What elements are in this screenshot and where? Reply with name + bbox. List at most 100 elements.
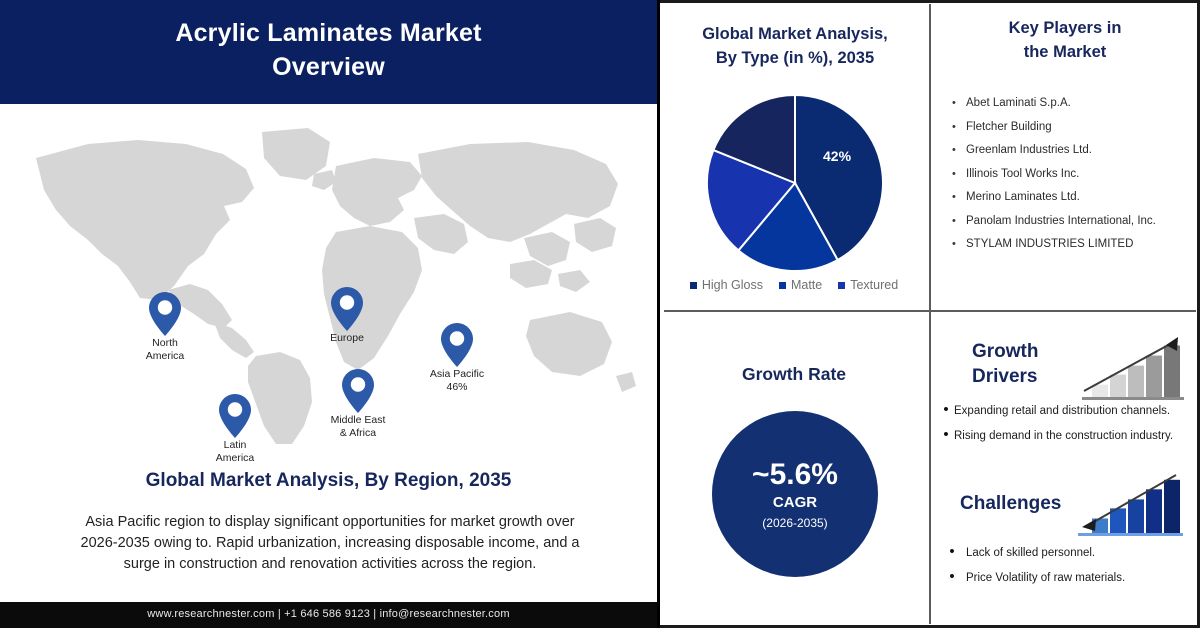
map-pin-latin-america[interactable]: Latin America	[216, 393, 254, 464]
bullet-icon: •	[949, 568, 955, 585]
bullet-icon: •	[949, 543, 955, 560]
legend-label: Textured	[850, 278, 899, 292]
page-title: Acrylic Laminates Market Overview	[0, 16, 657, 84]
growth-rate-period: (2026-2035)	[762, 516, 828, 530]
map-pin-middle-east-africa[interactable]: Middle East & Africa	[331, 368, 385, 439]
key-player-label: STYLAM INDUSTRIES LIMITED	[966, 238, 1134, 250]
legend-label: Matte	[790, 278, 823, 292]
map-pin-label: Latin America	[216, 439, 255, 464]
chart-bar	[1092, 384, 1108, 397]
footer-contact-text: www.researchnester.com | +1 646 586 9123…	[147, 608, 510, 620]
location-pin-icon	[331, 287, 363, 331]
pie-chart	[706, 93, 884, 272]
panel-border-right	[1197, 0, 1200, 628]
key-players-title-line1: Key Players in	[1008, 19, 1122, 37]
chart-bar	[1164, 479, 1180, 533]
legend-item-matte[interactable]: Matte	[778, 278, 823, 292]
bullet-icon: •	[952, 214, 956, 227]
bullet-icon: •	[952, 238, 956, 250]
key-player-item: • Abet Laminati S.p.A.	[952, 96, 1200, 111]
growth-drivers-bar-chart-icon	[1082, 337, 1184, 400]
pie-slice[interactable]	[737, 181, 840, 272]
growth-rate-value: ~5.6%	[752, 458, 838, 491]
chart-bar	[1164, 345, 1180, 397]
challenge-item: • Price Volatility of raw materials.	[938, 568, 1196, 589]
map-pin-label: Middle East & Africa	[331, 414, 386, 439]
key-player-item: • STYLAM INDUSTRIES LIMITED	[952, 237, 1200, 252]
page-title-line1: Acrylic Laminates Market	[175, 19, 482, 47]
bullet-icon: •	[952, 144, 956, 156]
bullet-icon: •	[943, 426, 949, 443]
key-player-label: Illinois Tool Works Inc.	[966, 167, 1080, 180]
key-player-item: • Merino Laminates Ltd.	[952, 190, 1200, 205]
chart-bar	[1092, 518, 1108, 533]
key-player-label: Abet Laminati S.p.A.	[966, 97, 1071, 109]
growth-drivers-title-line2: Drivers	[972, 366, 1038, 387]
chart-bar	[1146, 355, 1162, 397]
growth-driver-item: • Expanding retail and distribution chann…	[938, 401, 1194, 422]
key-player-label: Merino Laminates Ltd.	[966, 191, 1080, 203]
challenges-list: • Lack of skilled personnel. • Price Volati…	[938, 543, 1196, 593]
challenge-item: • Lack of skilled personnel.	[938, 543, 1196, 564]
key-players-title: Key Players in the Market	[940, 16, 1190, 64]
map-pin-asia-pacific[interactable]: Asia Pacific 46%	[430, 322, 484, 393]
map-pin-north-america[interactable]: North America	[146, 291, 184, 362]
legend-item-high-gloss[interactable]: High Gloss	[689, 278, 763, 292]
location-pin-icon	[219, 394, 251, 438]
chart-bar	[1110, 374, 1126, 397]
bullet-icon: •	[952, 97, 956, 109]
bullet-icon: •	[952, 120, 956, 133]
page-title-line2: Overview	[272, 53, 385, 81]
header-bar: Acrylic Laminates Market Overview	[0, 0, 657, 104]
bullet-icon: •	[952, 191, 956, 203]
pin-label-line1: Asia Pacific	[429, 368, 485, 380]
legend-swatch-icon	[838, 281, 846, 289]
location-pin-icon	[441, 323, 473, 367]
legend-item-textured[interactable]: Textured	[838, 278, 898, 292]
key-player-item: • Fletcher Building	[952, 120, 1200, 135]
pin-label-line1: Middle East	[330, 414, 386, 426]
bullet-icon: •	[943, 401, 949, 418]
key-player-label: Panolam Industries International, Inc.	[966, 214, 1156, 227]
pie-slice[interactable]	[712, 93, 796, 185]
pin-label-line2: 46%	[446, 380, 468, 393]
map-pin-europe[interactable]: Europe	[330, 286, 364, 344]
chart-bar	[1146, 489, 1162, 533]
growth-rate-title: Growth Rate	[741, 364, 847, 384]
location-pin-icon	[149, 292, 181, 336]
map-pin-label: North America	[146, 337, 185, 362]
panel-border-top	[660, 0, 1200, 3]
key-player-label: Fletcher Building	[966, 120, 1052, 133]
growth-driver-item: • Rising demand in the construction indus…	[938, 426, 1194, 447]
pie-slice[interactable]	[794, 93, 884, 262]
growth-rate-panel: Growth Rate ~5.6% CAGR (2026-2035)	[660, 311, 930, 628]
location-pin-icon	[342, 369, 374, 413]
pie-slice-label-high-gloss: 42%	[823, 148, 852, 164]
pin-label-line2: & Africa	[339, 426, 377, 439]
growth-drivers-title-line1: Growth	[972, 341, 1039, 362]
pin-label-line2: America	[145, 349, 185, 362]
growth-rate-badge: ~5.6% CAGR (2026-2035)	[712, 411, 878, 577]
key-player-item: • Illinois Tool Works Inc.	[952, 167, 1200, 182]
pin-label-line1: North	[152, 337, 178, 349]
key-player-label: Greenlam Industries Ltd.	[966, 144, 1092, 156]
chart-bar	[1110, 508, 1126, 533]
key-players-list: • Abet Laminati S.p.A. • Fletcher Building •…	[952, 96, 1200, 261]
growth-drivers-list: • Expanding retail and distribution chann…	[938, 401, 1194, 451]
region-analysis-description: Asia Pacific region to display significa…	[80, 514, 580, 572]
drivers-challenges-panel: Growth Drivers • Expanding retail and dis…	[930, 311, 1200, 628]
pie-chart-legend: High Gloss Matte Textured	[660, 278, 928, 292]
right-panel: Global Market Analysis, By Type (in %), …	[660, 0, 1200, 628]
pin-label-line2: America	[215, 451, 255, 464]
chart-bar	[1128, 499, 1144, 533]
panel-border-bottom	[660, 625, 1200, 628]
challenges-bar-chart-icon	[1078, 474, 1183, 536]
pin-label-line1: Europe	[330, 332, 364, 344]
pin-label-line1: Latin	[223, 439, 247, 451]
key-players-title-line2: the Market	[1023, 43, 1107, 61]
chart-bar	[1128, 365, 1144, 397]
growth-driver-label: Rising demand in the construction indust…	[954, 430, 1174, 442]
region-analysis-heading: Global Market Analysis, By Region, 2035	[145, 470, 512, 491]
world-map-landmass	[36, 128, 636, 444]
